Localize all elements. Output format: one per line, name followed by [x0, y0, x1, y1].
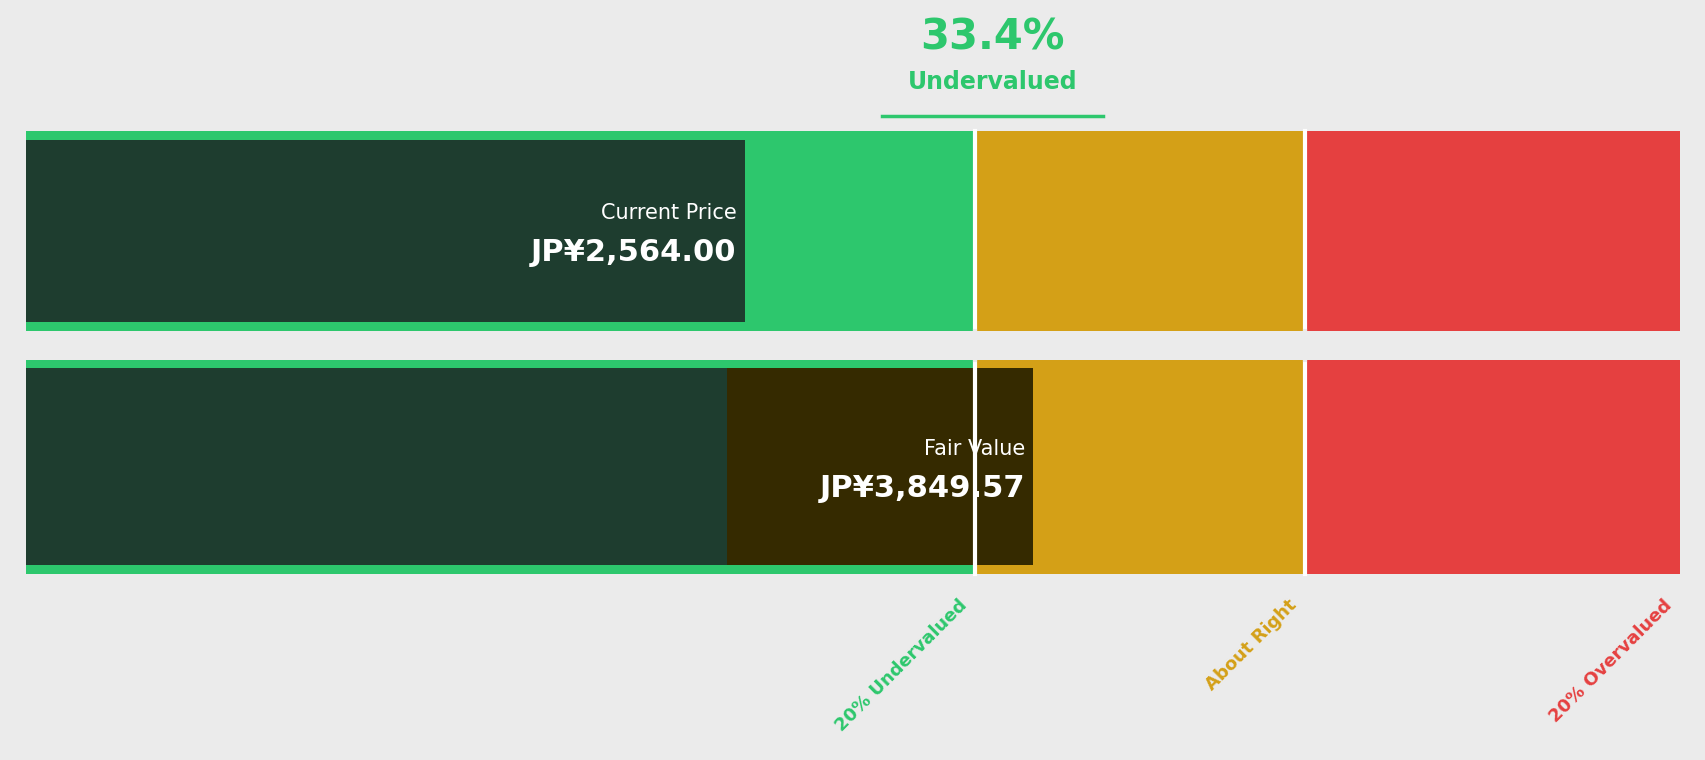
Text: 20% Undervalued: 20% Undervalued [832, 596, 970, 734]
Text: Undervalued: Undervalued [907, 71, 1076, 94]
Text: Fair Value: Fair Value [922, 439, 1025, 459]
Text: JP¥3,849.57: JP¥3,849.57 [818, 474, 1025, 503]
Bar [26, 369, 975, 565]
Bar [726, 369, 1033, 565]
Text: 20% Overvalued: 20% Overvalued [1546, 596, 1674, 725]
Text: 33.4%: 33.4% [919, 16, 1064, 58]
Text: Current Price: Current Price [600, 203, 737, 223]
Bar [1304, 131, 1679, 574]
Text: About Right: About Right [1202, 596, 1299, 694]
Bar [26, 131, 975, 574]
Bar [975, 131, 1304, 574]
Bar [26, 140, 745, 322]
Text: JP¥2,564.00: JP¥2,564.00 [530, 238, 737, 267]
Bar [26, 331, 1679, 359]
